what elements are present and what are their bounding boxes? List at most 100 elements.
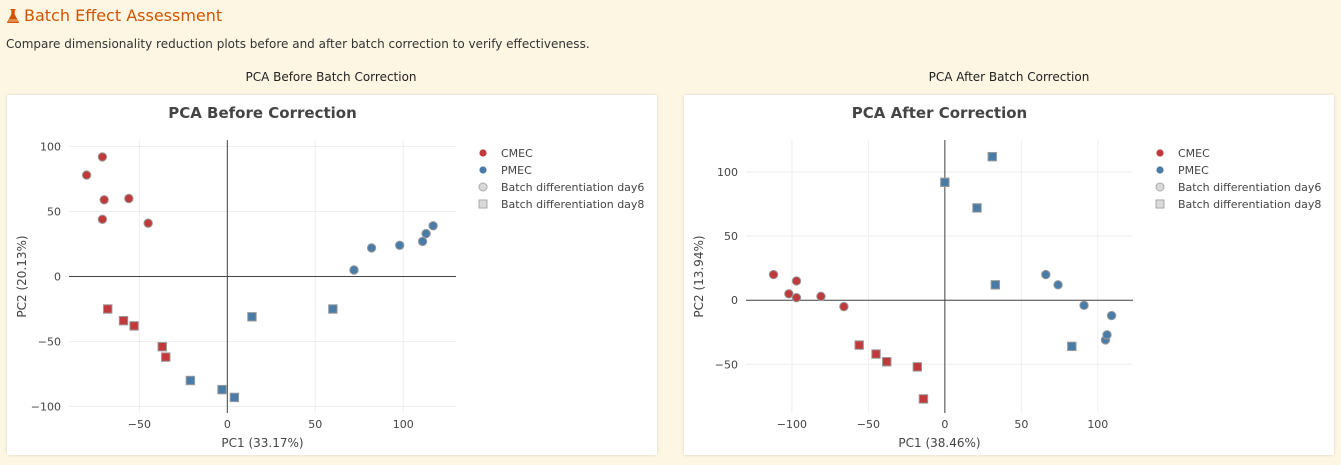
x-tick-label: 100 <box>1087 418 1108 431</box>
data-point-pmec-day6[interactable] <box>421 228 431 239</box>
data-point-cmec-day8[interactable] <box>854 340 864 350</box>
x-axis-label: PC1 (33.17%) <box>221 436 303 450</box>
plot-card-after[interactable]: PCA After Correction −100 −50 0 50 100 −50 0 50 1… <box>684 95 1334 455</box>
data-point-cmec-day8[interactable] <box>161 352 171 362</box>
x-tick-label: −100 <box>777 418 807 431</box>
data-point-cmec-day6[interactable] <box>97 152 108 162</box>
legend-label: Batch differentiation day8 <box>501 198 644 211</box>
data-point-cmec-day6[interactable] <box>839 301 849 312</box>
data-point-cmec-day8[interactable] <box>912 362 923 372</box>
legend-label: Batch differentiation day6 <box>501 181 644 194</box>
data-point-pmec-day6[interactable] <box>428 221 438 231</box>
data-point-pmec-day6[interactable] <box>1079 300 1089 311</box>
data-point-pmec-day8[interactable] <box>247 312 257 322</box>
data-point-cmec-day8[interactable] <box>918 394 929 404</box>
data-point-cmec-day6[interactable] <box>97 214 108 225</box>
data-point-cmec-day6[interactable] <box>143 218 153 228</box>
legend-label: Batch differentiation day6 <box>1178 181 1321 194</box>
x-tick-label: 0 <box>224 418 231 431</box>
data-point-pmec-day6[interactable] <box>1041 269 1051 280</box>
legend-item[interactable]: CMEC <box>1156 147 1210 160</box>
data-point-cmec-day8[interactable] <box>157 342 167 352</box>
data-point-cmec-day6[interactable] <box>816 291 826 302</box>
section-title-text: Batch Effect Assessment <box>24 6 223 25</box>
legend-item[interactable]: Batch differentiation day6 <box>478 181 644 194</box>
y-tick-label: 100 <box>40 141 61 154</box>
data-point-cmec-day6[interactable] <box>791 276 802 286</box>
section-subtitle: Compare dimensionality reduction plots b… <box>6 37 590 51</box>
legend-marker <box>478 182 488 192</box>
data-point-cmec-day8[interactable] <box>129 321 139 331</box>
legend-item[interactable]: CMEC <box>479 147 533 160</box>
x-tick-label: −50 <box>857 418 880 431</box>
y-tick-label: −100 <box>31 401 61 414</box>
legend-item[interactable]: PMEC <box>479 164 532 177</box>
plot-card-before[interactable]: PCA Before Correction −50 0 50 100 −100 −50 0 50… <box>7 95 657 455</box>
legend-label: PMEC <box>501 164 532 177</box>
data-point-cmec-day6[interactable] <box>768 269 779 280</box>
y-tick-label: 50 <box>724 230 738 243</box>
data-point-pmec-day8[interactable] <box>1067 341 1077 352</box>
data-point-pmec-day6[interactable] <box>349 265 359 275</box>
x-tick-label: −50 <box>128 418 151 431</box>
data-point-pmec-day8[interactable] <box>940 177 950 187</box>
legend-item[interactable]: Batch differentiation day8 <box>1155 198 1321 211</box>
legend-label: CMEC <box>1178 147 1210 160</box>
data-point-cmec-day6[interactable] <box>124 193 134 204</box>
legend-item[interactable]: PMEC <box>1156 164 1209 177</box>
y-axis-label: PC2 (20.13%) <box>15 235 29 317</box>
y-tick-label: 0 <box>731 294 738 307</box>
data-point-pmec-day6[interactable] <box>1102 330 1112 340</box>
x-axis-label: PC1 (38.46%) <box>898 436 980 450</box>
panel-label-after: PCA After Batch Correction <box>928 70 1090 84</box>
legend-marker <box>479 149 487 157</box>
data-point-pmec-day8[interactable] <box>987 151 997 162</box>
data-point-pmec-day8[interactable] <box>328 304 338 314</box>
y-tick-label: 0 <box>54 271 61 284</box>
legend-label: PMEC <box>1178 164 1209 177</box>
x-tick-label: 0 <box>941 418 948 431</box>
data-point-pmec-day8[interactable] <box>990 280 1001 290</box>
legend-marker <box>479 166 487 174</box>
section-title: Batch Effect Assessment <box>6 6 222 25</box>
y-tick-label: 50 <box>47 206 61 219</box>
data-point-pmec-day6[interactable] <box>366 243 377 253</box>
data-point-pmec-day8[interactable] <box>229 392 240 403</box>
y-axis-label: PC2 (13.94%) <box>692 235 706 317</box>
legend-item[interactable]: Batch differentiation day6 <box>1155 181 1321 194</box>
data-point-cmec-day6[interactable] <box>784 289 794 299</box>
legend-marker <box>1156 166 1164 174</box>
x-tick-label: 100 <box>393 418 414 431</box>
data-point-pmec-day6[interactable] <box>395 240 405 251</box>
legend-marker <box>478 199 488 209</box>
data-point-cmec-day8[interactable] <box>882 357 892 367</box>
data-point-cmec-day6[interactable] <box>791 292 802 303</box>
pca-before-chart[interactable]: PCA Before Correction −50 0 50 100 −100 −50 0 50… <box>7 95 657 455</box>
data-point-cmec-day6[interactable] <box>81 170 92 180</box>
chart-title: PCA Before Correction <box>168 104 357 122</box>
y-tick-label: −50 <box>715 358 738 371</box>
data-point-pmec-day6[interactable] <box>1106 310 1117 321</box>
chart-title: PCA After Correction <box>852 104 1027 122</box>
legend-marker <box>1155 182 1165 192</box>
y-tick-label: 100 <box>717 166 738 179</box>
legend-marker <box>1156 149 1164 157</box>
data-point-cmec-day8[interactable] <box>871 349 881 359</box>
panel-label-before: PCA Before Batch Correction <box>245 70 417 84</box>
legend-marker <box>1155 199 1165 209</box>
x-tick-label: 50 <box>1014 418 1028 431</box>
data-point-cmec-day6[interactable] <box>99 195 109 205</box>
flask-icon <box>7 8 19 23</box>
data-point-pmec-day8[interactable] <box>185 375 196 386</box>
data-point-cmec-day8[interactable] <box>103 304 113 314</box>
x-tick-label: 50 <box>308 418 322 431</box>
legend-label: CMEC <box>501 147 533 160</box>
legend-item[interactable]: Batch differentiation day8 <box>478 198 644 211</box>
data-point-pmec-day8[interactable] <box>972 203 982 213</box>
data-point-cmec-day8[interactable] <box>118 316 129 326</box>
pca-after-chart[interactable]: PCA After Correction −100 −50 0 50 100 −50 0 50 1… <box>684 95 1334 455</box>
data-point-pmec-day6[interactable] <box>417 236 428 247</box>
data-point-pmec-day8[interactable] <box>217 384 227 395</box>
data-point-pmec-day6[interactable] <box>1053 280 1063 290</box>
y-tick-label: −50 <box>38 336 61 349</box>
